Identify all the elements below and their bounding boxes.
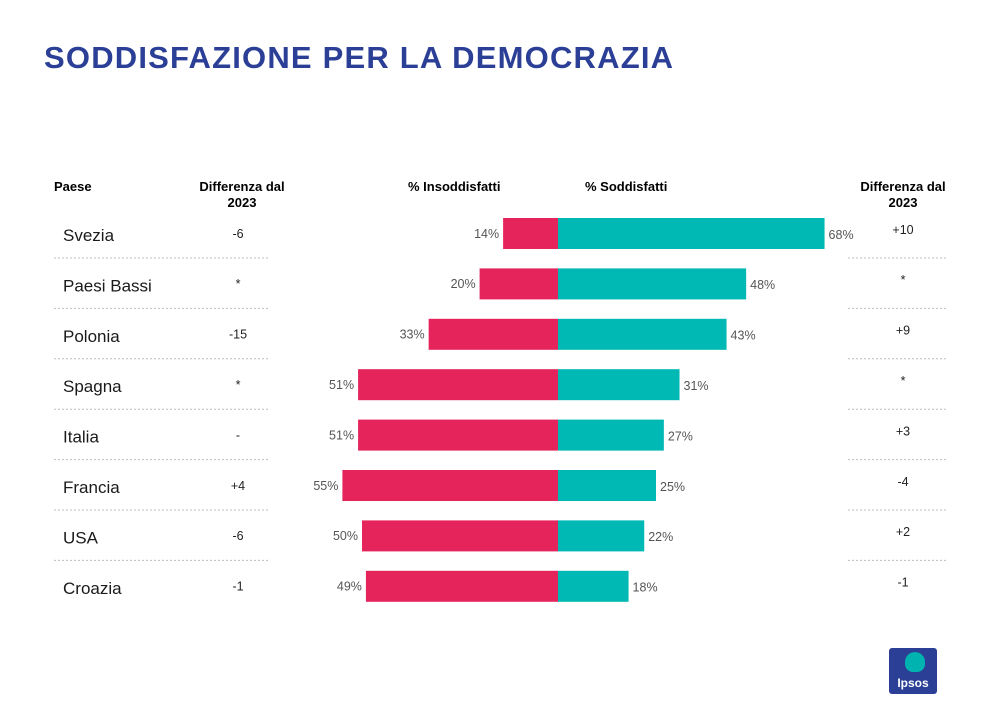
diff-insoddisfatti: +4 <box>231 479 245 493</box>
value-label-insoddisfatti: 49% <box>337 580 362 594</box>
bar-insoddisfatti <box>358 419 558 451</box>
logo-text: Ipsos <box>897 676 929 690</box>
diff-insoddisfatti: -6 <box>232 227 243 241</box>
header-soddisfatti: % Soddisfatti <box>585 179 668 194</box>
diff-insoddisfatti: -1 <box>232 580 243 594</box>
country-label: Francia <box>63 478 120 497</box>
diff-insoddisfatti: - <box>236 428 240 442</box>
value-label-soddisfatti: 18% <box>633 581 658 595</box>
bar-insoddisfatti <box>362 520 558 552</box>
bar-insoddisfatti <box>479 268 558 300</box>
value-label-insoddisfatti: 14% <box>474 227 499 241</box>
diff-soddisfatti: -1 <box>897 576 908 590</box>
diff-soddisfatti: +3 <box>896 424 910 438</box>
diff-soddisfatti: -4 <box>897 475 908 489</box>
value-label-insoddisfatti: 50% <box>333 529 358 543</box>
bar-insoddisfatti <box>428 318 558 350</box>
value-label-soddisfatti: 68% <box>829 228 854 242</box>
ipsos-logo: Ipsos <box>889 648 937 694</box>
value-label-insoddisfatti: 55% <box>313 479 338 493</box>
diff-soddisfatti: +2 <box>896 525 910 539</box>
diff-soddisfatti: +10 <box>892 223 913 237</box>
diff-soddisfatti: * <box>901 374 906 388</box>
bar-soddisfatti <box>558 419 664 451</box>
bar-soddisfatti <box>558 268 747 300</box>
value-label-soddisfatti: 25% <box>660 480 685 494</box>
diff-soddisfatti: +9 <box>896 324 910 338</box>
country-label: Spagna <box>63 377 122 396</box>
value-label-soddisfatti: 48% <box>750 278 775 292</box>
diff-insoddisfatti: * <box>236 277 241 291</box>
bar-soddisfatti <box>558 318 727 350</box>
bar-soddisfatti <box>558 470 656 501</box>
header-diff-right: Differenza dal 2023 <box>860 179 946 210</box>
country-label: Paesi Bassi <box>63 276 152 295</box>
value-label-insoddisfatti: 33% <box>400 328 425 342</box>
diff-soddisfatti: * <box>901 273 906 287</box>
value-label-insoddisfatti: 51% <box>329 428 354 442</box>
bar-insoddisfatti <box>365 570 558 602</box>
diff-insoddisfatti: * <box>236 378 241 392</box>
country-label: Svezia <box>63 226 115 245</box>
bar-insoddisfatti <box>503 218 558 249</box>
country-label: USA <box>63 528 99 547</box>
diff-insoddisfatti: -6 <box>232 529 243 543</box>
bar-insoddisfatti <box>342 470 558 501</box>
country-label: Polonia <box>63 327 120 346</box>
header-paese: Paese <box>54 179 92 194</box>
country-label: Croazia <box>63 579 122 598</box>
country-label: Italia <box>63 428 99 447</box>
header-insoddisfatti: % Insoddisfatti <box>408 179 501 194</box>
value-label-soddisfatti: 27% <box>668 429 693 443</box>
value-label-insoddisfatti: 51% <box>329 378 354 392</box>
page-title: SODDISFAZIONE PER LA DEMOCRAZIA <box>44 40 675 75</box>
bar-soddisfatti <box>558 520 645 552</box>
bar-soddisfatti <box>558 218 825 249</box>
bar-soddisfatti <box>558 570 629 602</box>
value-label-soddisfatti: 31% <box>684 379 709 393</box>
value-label-soddisfatti: 43% <box>731 329 756 343</box>
header-diff-left: Differenza dal 2023 <box>199 179 285 210</box>
diff-insoddisfatti: -15 <box>229 328 247 342</box>
bar-insoddisfatti <box>358 369 558 401</box>
value-label-soddisfatti: 22% <box>648 530 673 544</box>
value-label-insoddisfatti: 20% <box>451 277 476 291</box>
bar-soddisfatti <box>558 369 680 401</box>
logo-emblem-icon <box>905 652 925 672</box>
